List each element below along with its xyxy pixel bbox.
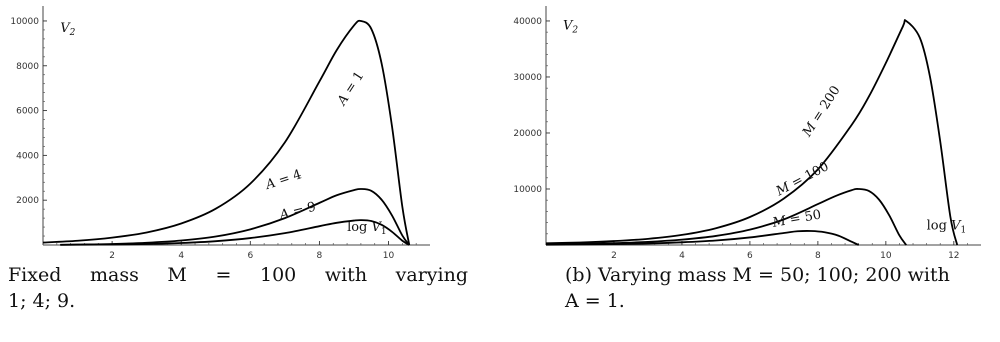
caption-b: (b) Varying mass M = 50; 100; 200 with A…	[565, 262, 995, 314]
x-tick-label: 6	[247, 251, 253, 258]
curve-label-3: M = 50	[770, 208, 822, 231]
caption-a: Fixed mass M = 100 with varying 1; 4; 9.	[8, 262, 468, 314]
y-tick-label: 40000	[513, 17, 542, 27]
x-tick-label: 4	[679, 251, 685, 258]
y-axis-label: V2	[60, 21, 75, 38]
y-tick-label: 2000	[16, 196, 39, 206]
y-tick-label: 6000	[16, 107, 39, 117]
x-tick-label: 8	[815, 251, 821, 258]
y-tick-label: 30000	[513, 73, 542, 83]
y-tick-label: 10000	[10, 17, 39, 27]
y-tick-label: 20000	[513, 129, 542, 139]
x-tick-label: 6	[747, 251, 753, 258]
series-line-3	[545, 230, 860, 246]
caption-b-line-2: A = 1.	[565, 290, 625, 312]
x-tick-label: 12	[948, 251, 959, 258]
curve-label-2: M = 100	[773, 159, 832, 200]
series-line-2	[60, 188, 410, 246]
caption-a-line-2: 1; 4; 9.	[8, 290, 76, 312]
x-tick-label: 2	[611, 251, 617, 258]
x-tick-label: 10	[880, 251, 892, 258]
x-tick-label: 2	[109, 251, 115, 258]
series-line-2	[545, 188, 907, 246]
curve-label-3: A = 9	[277, 200, 317, 224]
series-line-1	[545, 19, 959, 246]
caption-a-line-1: Fixed mass M = 100 with varying	[8, 264, 468, 286]
curve-label-1: M = 200	[799, 83, 843, 140]
chart-a: 2 4 6 8 10 2000 4000 6000 8000 10000 V2 log V1 A = 1…	[10, 6, 430, 258]
x-axis-label: log V1	[927, 218, 967, 235]
chart-b: 2 4 6 8 10 12 10000 20000 30000 40000 V2 log V1 M = …	[513, 6, 981, 258]
y-tick-label: 10000	[513, 185, 542, 195]
y-tick-label: 4000	[16, 151, 39, 161]
x-tick-label: 4	[178, 251, 184, 258]
y-axis-label: V2	[563, 18, 578, 35]
curve-label-2: A = 4	[263, 167, 304, 193]
x-tick-label: 10	[383, 251, 395, 258]
y-tick-label: 8000	[16, 62, 39, 72]
series-line-1	[42, 19, 411, 246]
series-line-3	[60, 219, 410, 246]
curve-label-1: A = 1	[334, 69, 367, 109]
x-tick-label: 8	[317, 251, 323, 258]
x-axis-label: log V1	[347, 220, 387, 237]
caption-b-line-1: (b) Varying mass M = 50; 100; 200 with	[565, 264, 950, 286]
